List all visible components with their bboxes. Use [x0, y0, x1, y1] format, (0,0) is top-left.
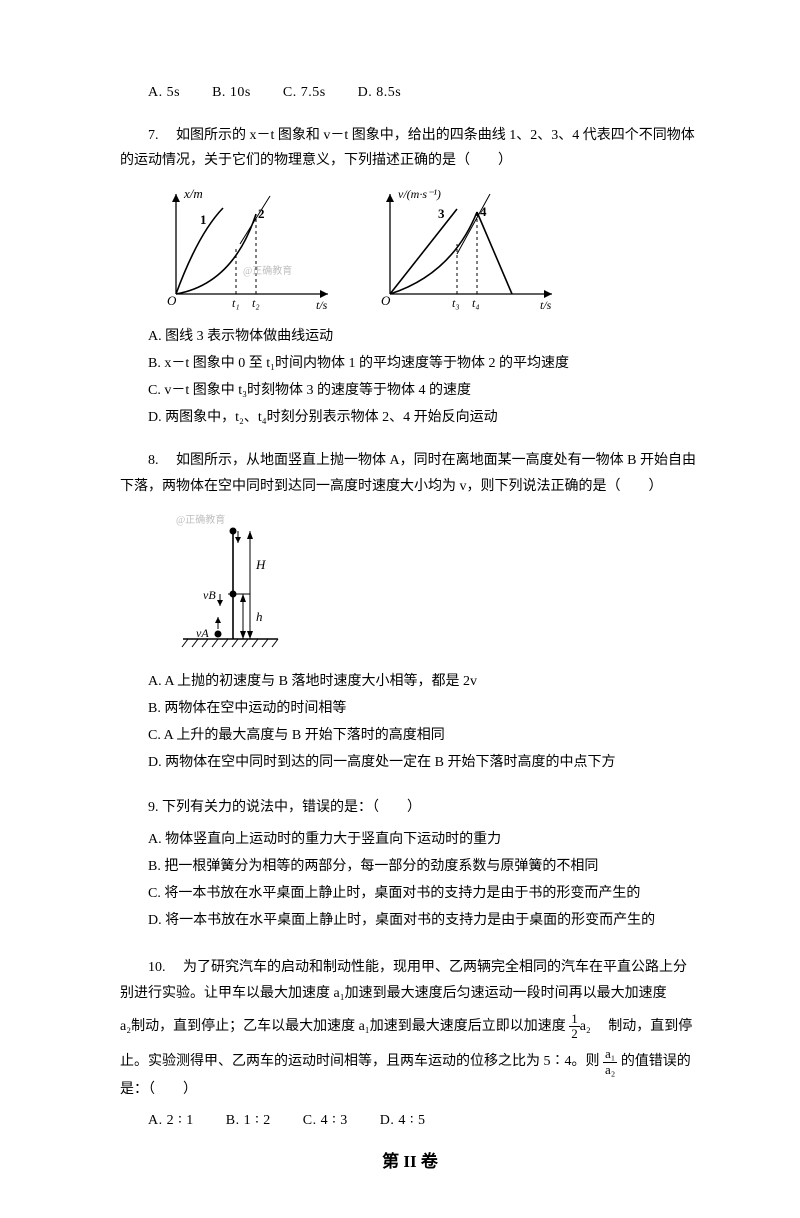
q7-vt-xlabel: t/s [540, 298, 552, 312]
q10-stem-p1: 10. 为了研究汽车的启动和制动性能，现用甲、乙两辆完全相同的汽车在平直公路上分… [120, 955, 700, 1005]
q8-label-va: vA [196, 626, 209, 640]
q7-curve1-label: 1 [200, 212, 207, 227]
q7-xt-watermark: @正确教育 [243, 264, 292, 277]
q9-number: 9. [148, 800, 159, 815]
q10-text3a: 止。实验测得甲、乙两车的运动时间相等，且两车运动的位移之比为 5∶4。则 [120, 1054, 600, 1069]
exam-page: A. 5s B. 10s C. 7.5s D. 8.5s 7. 如图所示的 x－… [0, 0, 800, 1218]
q8-option-b: B. 两物体在空中运动的时间相等 [120, 696, 700, 721]
q9-option-a: A. 物体竖直向上运动时的重力大于竖直向下运动时的重力 [120, 827, 700, 852]
q6-option-b: B. 10s [212, 85, 251, 100]
q8-figure: @正确教育 H h vB vA [148, 509, 328, 659]
q8-figure-wrap: @正确教育 H h vB vA [120, 509, 700, 659]
q7-figures: x/m 1 2 t₁ t₂ O t/s @正确教育 v/(m·s⁻¹) [120, 184, 700, 314]
q7-figure-vt: v/(m·s⁻¹) 3 4 t₃ t₄ O t/s [362, 184, 562, 314]
q10-option-b: B. 1 ∶ 2 [226, 1113, 271, 1128]
q6-options: A. 5s B. 10s C. 7.5s D. 8.5s [120, 80, 700, 105]
q7-curve3-label: 3 [438, 206, 445, 221]
q7-figure-xt: x/m 1 2 t₁ t₂ O t/s @正确教育 [148, 184, 338, 314]
q9-option-c: C. 将一本书放在水平桌面上静止时，桌面对书的支持力是由于书的形变而产生的 [120, 881, 700, 906]
q10-frac-half-den: 2 [569, 1027, 580, 1041]
q10-text2b: 制动，直到停 [594, 1019, 692, 1034]
part-ii-title: 第 II 卷 [120, 1147, 700, 1178]
q9-option-d: D. 将一本书放在水平桌面上静止时，桌面对书的支持力是由于桌面的形变而产生的 [120, 908, 700, 933]
q10-option-a: A. 2 ∶ 1 [148, 1113, 194, 1128]
q8-text: 如图所示，从地面竖直上抛一物体 A，同时在离地面某一高度处有一物体 B 开始自由… [120, 453, 696, 493]
q7-vt-t4: t₄ [472, 296, 480, 310]
q9-stem: 9. 下列有关力的说法中，错误的是：（ ） [120, 795, 700, 820]
q6-option-d: D. 8.5s [358, 85, 402, 100]
q7-option-b: B. x－t 图象中 0 至 t₁时间内物体 1 的平均速度等于物体 2 的平均… [120, 351, 700, 376]
svg-text:O: O [381, 293, 391, 308]
q7-option-d: D. 两图象中，t₂、t₄时刻分别表示物体 2、4 开始反向运动 [120, 405, 700, 430]
q7-option-a: A. 图线 3 表示物体做曲线运动 [120, 324, 700, 349]
svg-text:O: O [167, 293, 177, 308]
q7-xt-t1: t₁ [232, 296, 240, 310]
q8-label-H: H [255, 557, 266, 572]
q8-watermark: @正确教育 [176, 513, 225, 526]
q8-label-vb: vB [203, 588, 216, 602]
q7-text: 如图所示的 x－t 图象和 v－t 图象中，给出的四条曲线 1、2、3、4 代表… [120, 128, 695, 168]
q7-vt-t3: t₃ [452, 296, 460, 310]
q10-frac-half: 1 2 [569, 1012, 580, 1042]
q10-frac-ratio-num: a₁ [603, 1047, 617, 1062]
q10-text1: 为了研究汽车的启动和制动性能，现用甲、乙两辆完全相同的汽车在平直公路上分别进行实… [120, 960, 687, 1000]
q8-option-a: A. A 上抛的初速度与 B 落地时速度大小相等，都是 2v [120, 669, 700, 694]
q10-number: 10. [148, 960, 166, 975]
q8-number: 8. [148, 453, 159, 468]
q8-option-d: D. 两物体在空中同时到达的同一高度处一定在 B 开始下落时高度的中点下方 [120, 750, 700, 775]
q7-xt-xlabel: t/s [316, 298, 328, 312]
q6-option-a: A. 5s [148, 85, 180, 100]
q8-option-c: C. A 上升的最大高度与 B 开始下落时的高度相同 [120, 723, 700, 748]
q10-options: A. 2 ∶ 1 B. 1 ∶ 2 C. 4 ∶ 3 D. 4 ∶ 5 [120, 1108, 700, 1133]
q6-option-c: C. 7.5s [283, 85, 326, 100]
q8-stem: 8. 如图所示，从地面竖直上抛一物体 A，同时在离地面某一高度处有一物体 B 开… [120, 448, 700, 498]
q10-frac-ratio: a₁ a₂ [603, 1047, 617, 1077]
q10-option-d: D. 4 ∶ 5 [380, 1113, 426, 1128]
q9-option-b: B. 把一根弹簧分为相等的两部分，每一部分的劲度系数与原弹簧的不相同 [120, 854, 700, 879]
q8-label-h: h [256, 609, 263, 624]
q10-stem-p3: 止。实验测得甲、乙两车的运动时间相等，且两车运动的位移之比为 5∶4。则 a₁ … [120, 1047, 700, 1102]
q10-frac-half-suffix: a₂ [580, 1019, 591, 1034]
q7-option-c: C. v－t 图象中 t₃时刻物体 3 的速度等于物体 4 的速度 [120, 378, 700, 403]
q10-text2a: a₂制动，直到停止；乙车以最大加速度 a₁加速到最大速度后立即以加速度 [120, 1019, 566, 1034]
q7-xt-t2: t₂ [252, 296, 260, 310]
q10-stem-p2: a₂制动，直到停止；乙车以最大加速度 a₁加速到最大速度后立即以加速度 1 2 … [120, 1012, 700, 1042]
q10-frac-ratio-den: a₂ [603, 1063, 617, 1077]
q10-frac-half-num: 1 [569, 1012, 580, 1027]
q7-number: 7. [148, 128, 159, 143]
q10-option-c: C. 4 ∶ 3 [303, 1113, 348, 1128]
q9-text: 下列有关力的说法中，错误的是：（ ） [162, 800, 421, 815]
q7-xt-ylabel: x/m [183, 186, 203, 201]
q7-stem: 7. 如图所示的 x－t 图象和 v－t 图象中，给出的四条曲线 1、2、3、4… [120, 123, 700, 173]
q7-vt-ylabel: v/(m·s⁻¹) [398, 187, 441, 201]
